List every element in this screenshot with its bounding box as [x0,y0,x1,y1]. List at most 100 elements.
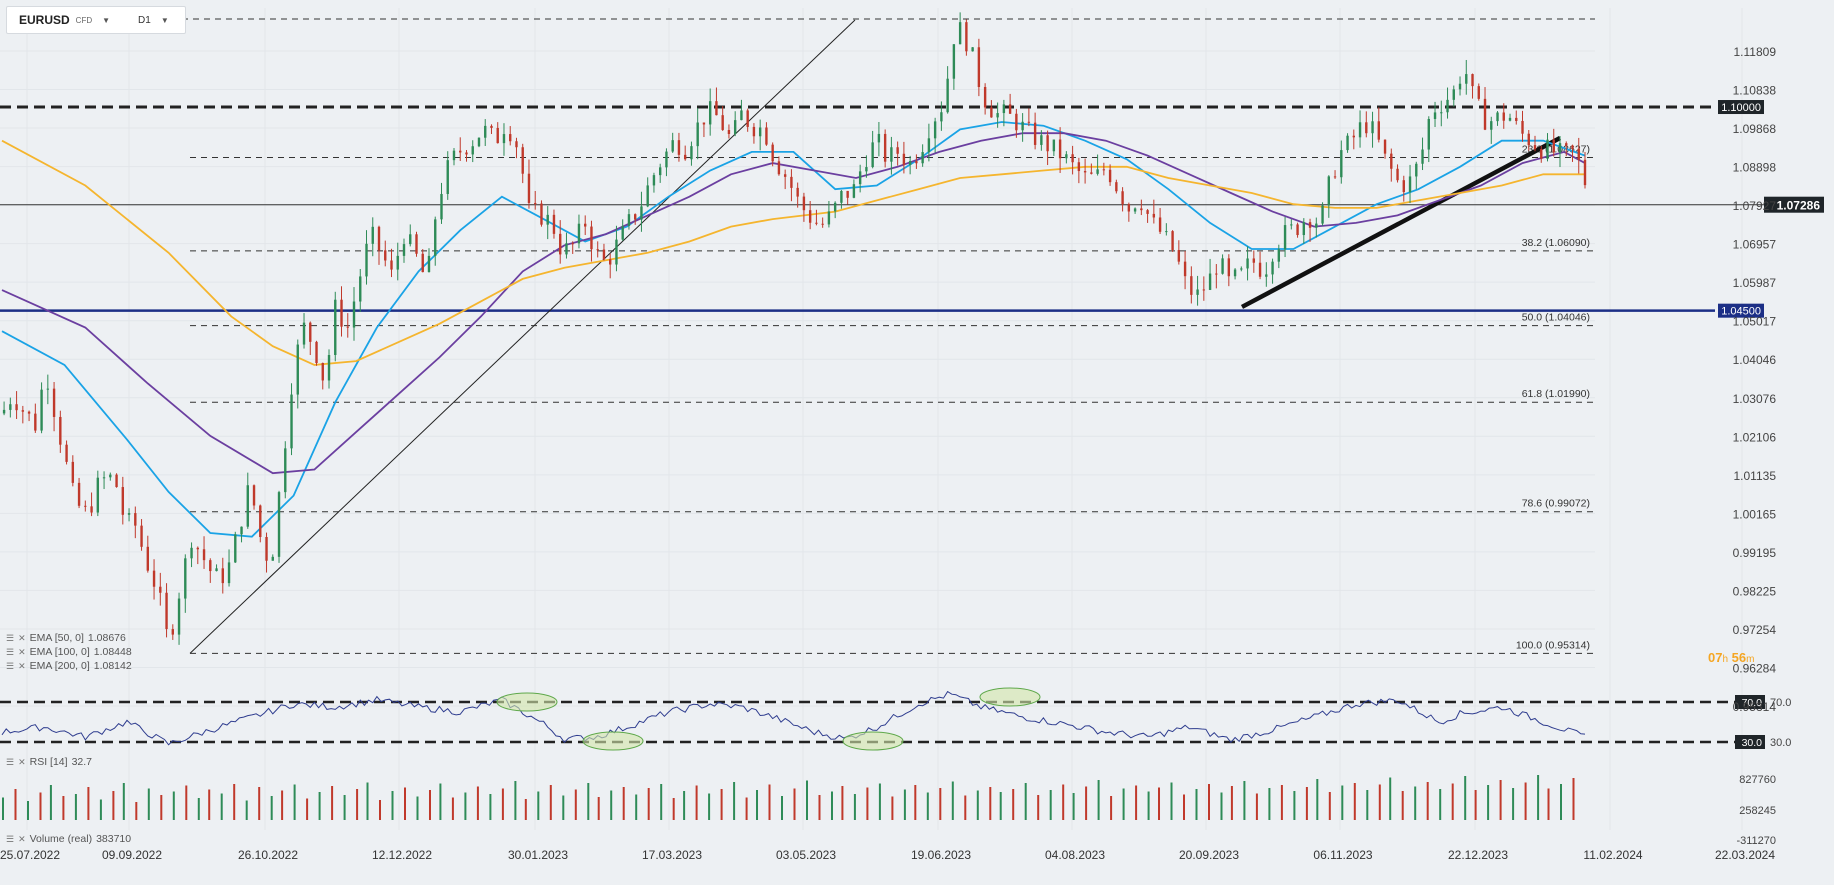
volume-bar [197,798,200,820]
volume-bar [830,791,833,820]
candle-body [1508,117,1512,121]
volume-bar [220,793,223,820]
fib-level-label: 78.6 (0.99072) [1522,498,1590,510]
candle-body [471,146,474,155]
close-icon[interactable]: ✕ [18,833,26,844]
candle-body [190,547,193,559]
candle-body [1465,74,1468,84]
volume-bar [1487,785,1490,820]
volume-bar [1268,788,1271,820]
settings-icon[interactable]: ☰ [6,660,15,671]
candle-body [34,413,37,431]
level-tag [1718,303,1764,318]
settings-icon[interactable]: ☰ [6,833,15,844]
ema200-value: 1.08142 [93,660,132,672]
volume-bar [1170,782,1173,820]
volume-bar [1012,789,1015,820]
candle-body [452,150,456,161]
settings-icon[interactable]: ☰ [6,632,15,643]
volume-bar [258,787,261,820]
volume-bar [1401,791,1404,820]
candle-body [90,506,93,513]
candle-body [777,161,781,175]
volume-bar [1499,780,1502,820]
candle-body [146,546,150,571]
chevron-down-icon[interactable]: ▼ [102,15,111,25]
candle-body [346,326,349,328]
candle-body [1183,261,1187,277]
ema200-label: EMA [200, 0] [29,660,90,672]
candle-body [446,160,449,194]
candle-body [15,404,18,411]
timeframe-chevron-down-icon[interactable]: ▼ [160,15,169,25]
candle-body [790,176,793,188]
ema200-line [1,139,1585,366]
volume-bar [489,794,492,820]
volume-label: Volume (real) [29,833,93,845]
candle-body [46,388,50,390]
date-tick-label: 22.03.2024 [1715,848,1775,862]
candle-body [615,239,618,265]
candle-body [952,44,956,79]
candle-body [1033,122,1037,145]
candle-body [640,206,643,220]
symbol-selector[interactable]: EURUSD CFD ▼ D1 ▼ [6,6,186,34]
candle-body [1558,143,1562,153]
candle-body [1433,112,1437,119]
volume-bar [1207,784,1210,820]
volume-bar [1512,788,1515,820]
volume-bar [720,789,723,820]
candle-body [1440,112,1443,114]
volume-bar [1341,785,1344,820]
candle-body [796,187,799,197]
candle-body [59,416,62,445]
candle-body [465,152,468,155]
volume-bar [1183,794,1186,820]
volume-bar [891,796,894,820]
candle-body [1515,117,1518,121]
settings-icon[interactable]: ☰ [6,756,15,767]
volume-bar [1024,783,1027,820]
volume-bar [476,786,479,820]
volume-bar [1195,789,1198,820]
candle-body [284,448,287,493]
candle-body [883,133,887,162]
candle-body [696,122,699,147]
close-icon[interactable]: ✕ [18,756,26,767]
candle-body [702,122,706,125]
volume-bar [768,784,771,820]
volume-bar [403,787,406,820]
volume-bar [439,783,442,820]
close-icon[interactable]: ✕ [18,646,26,657]
candle-body [1133,208,1137,212]
volume-bar [781,796,784,820]
candle-body [927,138,931,153]
candle-body [752,126,756,137]
candle-body [1365,122,1368,134]
settings-icon[interactable]: ☰ [6,646,15,657]
candle-body [1165,231,1168,233]
close-icon[interactable]: ✕ [18,660,26,671]
rsi-highlight-ellipse [582,731,644,751]
candle-body [1383,139,1387,154]
close-icon[interactable]: ✕ [18,632,26,643]
candle-body [540,203,543,225]
axis-layer: 25.07.2022 09.09.2022 26.10.2022 12.12.2022… [0,45,1776,862]
candle-body [1077,162,1081,172]
candle-body [196,547,199,550]
volume-bar [185,785,188,820]
volume-bar [62,796,65,820]
volume-bar [1426,782,1429,820]
candle-body [971,47,974,52]
candle-body [721,115,724,130]
timeframe-label[interactable]: D1 [138,14,151,26]
volume-bar [914,785,917,820]
candle-body [396,255,399,270]
candle-body [534,202,537,204]
volume-bar [428,790,431,820]
candle-body [765,127,768,145]
level-layer: 23.6 (1.08627)38.2 (1.06090)50.0 (1.0404… [0,18,1824,654]
date-tick-label: 17.03.2023 [642,848,702,862]
